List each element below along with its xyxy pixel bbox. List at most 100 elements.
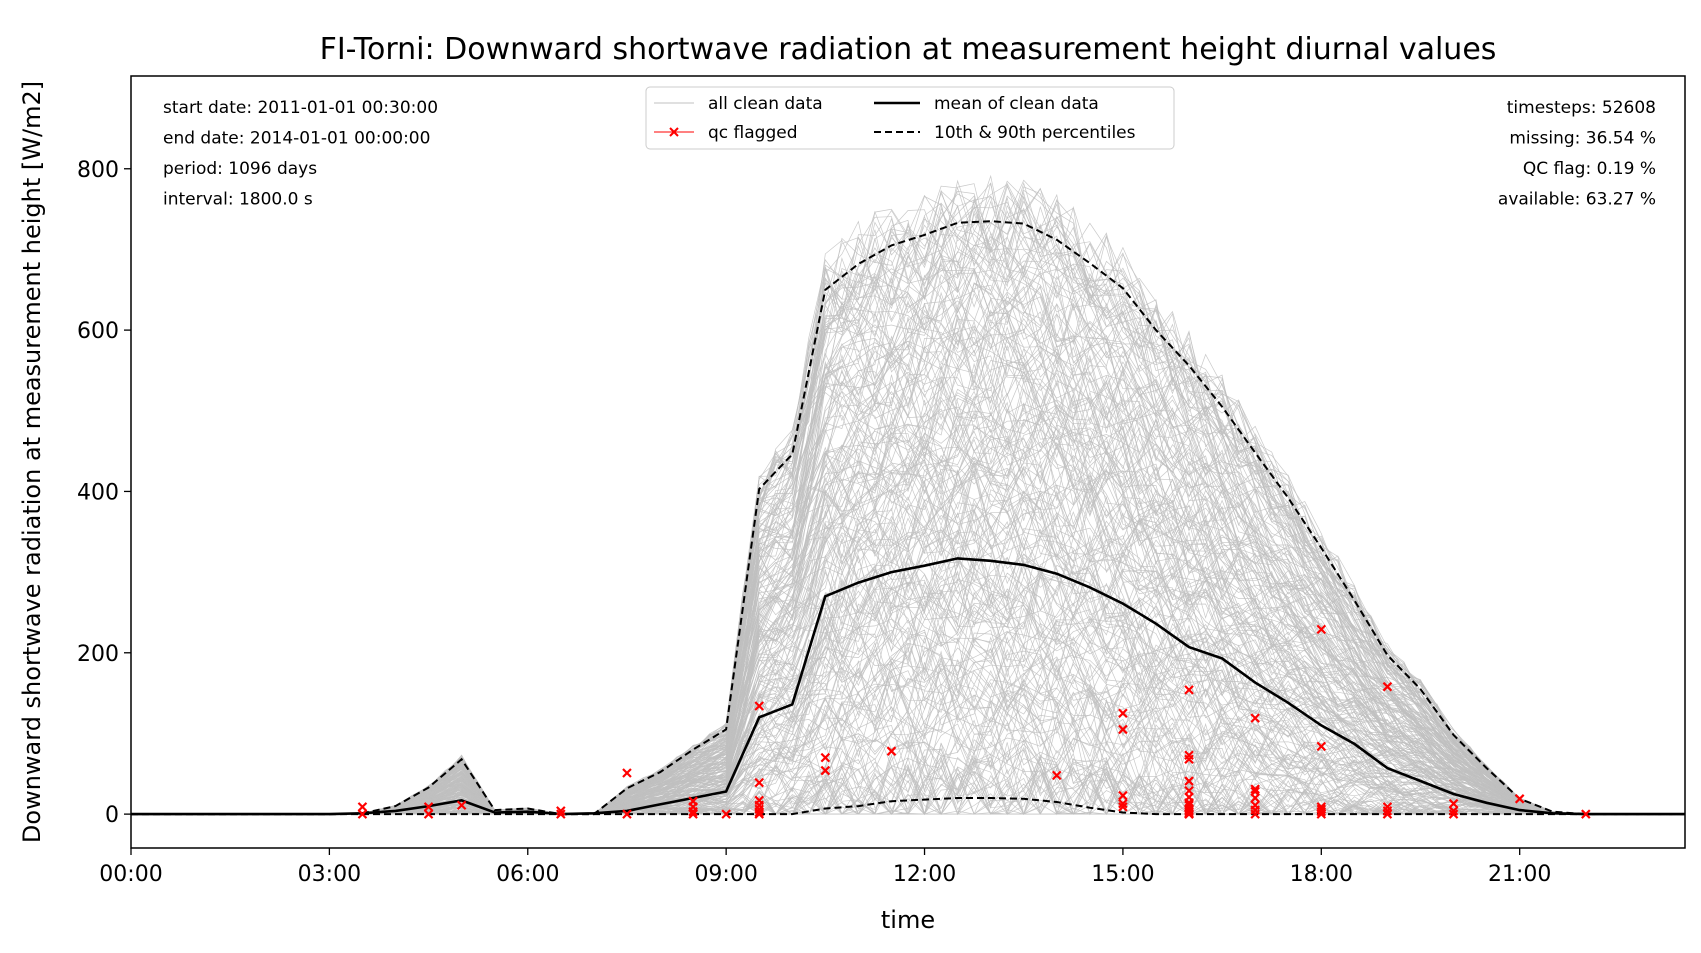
qc-marker	[1184, 685, 1194, 695]
qc-marker	[688, 806, 698, 817]
qc-marker	[688, 809, 698, 819]
qc-marker	[1118, 790, 1128, 801]
x-tick-label: 00:00	[99, 862, 162, 887]
qc-marker	[357, 809, 368, 819]
qc-marker	[754, 701, 764, 711]
legend-label-mean: mean of clean data	[934, 94, 1099, 114]
qc-marker	[556, 809, 566, 819]
x-tick-label: 21:00	[1488, 862, 1551, 887]
series-lines	[131, 220, 1685, 816]
qc-marker	[1382, 809, 1393, 819]
clean-data-line	[131, 182, 1685, 815]
info-right: timesteps: 52608 missing: 36.54 % QC flag:…	[1498, 98, 1656, 210]
mean-line	[131, 557, 1685, 816]
qc-marker	[1514, 794, 1525, 804]
qc-marker	[1184, 776, 1194, 786]
clean-data-line	[131, 182, 1685, 815]
clean-data-line	[131, 303, 1685, 815]
qc-marker	[1250, 713, 1260, 723]
percentile-90-line	[131, 220, 1685, 816]
qc-marker	[886, 746, 897, 756]
y-tick-label: 600	[77, 319, 119, 344]
qc-marker	[1316, 741, 1327, 752]
qc-marker	[754, 809, 764, 819]
y-tick-label: 0	[105, 803, 119, 828]
x-tick-label: 09:00	[694, 862, 757, 887]
qc-marker	[1581, 809, 1591, 819]
clean-data-line	[131, 181, 1685, 815]
qc-marker	[1382, 806, 1393, 816]
qc-marker	[1448, 809, 1459, 819]
qc-marker	[1382, 681, 1393, 692]
y-tick-label: 800	[77, 158, 119, 183]
plot-frame	[130, 75, 1686, 849]
clean-data-line	[131, 213, 1685, 815]
clean-data-line	[131, 174, 1685, 815]
x-tick-label: 06:00	[496, 862, 559, 887]
clean-data-lines	[131, 174, 1685, 816]
qc-marker	[1250, 784, 1260, 794]
clean-data-line	[131, 410, 1685, 815]
info-left: start date: 2011-01-01 00:30:00 end date:…	[163, 98, 438, 210]
qc-marker	[622, 809, 632, 819]
qc-marker	[622, 768, 632, 778]
percentile-10-line	[131, 797, 1685, 816]
qc-marker	[1316, 809, 1327, 819]
legend-label-qc: qc flagged	[708, 123, 798, 143]
qc-marker	[1118, 802, 1128, 812]
clean-data-line	[131, 258, 1685, 815]
x-tick-label: 12:00	[893, 862, 956, 887]
info-right-line: timesteps: 52608	[1507, 98, 1656, 118]
legend-label-percentiles: 10th & 90th percentiles	[934, 123, 1136, 143]
qc-marker	[1184, 754, 1194, 765]
x-axis-label: time	[881, 906, 935, 934]
info-left-line: start date: 2011-01-01 00:30:00	[163, 98, 438, 118]
clean-data-line	[131, 258, 1685, 815]
qc-marker	[754, 777, 764, 788]
x-tick-label: 15:00	[1091, 862, 1154, 887]
qc-marker	[1118, 724, 1128, 735]
qc-marker	[423, 802, 434, 812]
legend-label-clean: all clean data	[708, 94, 823, 114]
qc-marker	[1448, 798, 1459, 809]
qc-marker	[1316, 806, 1327, 817]
y-axis-label: Downward shortwave radiation at measurem…	[18, 81, 46, 843]
clean-data-line	[131, 428, 1685, 815]
qc-marker	[820, 765, 831, 776]
clean-data-line	[131, 183, 1685, 815]
plot-area	[131, 174, 1685, 819]
clean-data-line	[131, 429, 1685, 815]
legend: all clean data qc flagged mean of clean …	[645, 86, 1175, 150]
qc-marker	[357, 802, 368, 812]
info-left-line: interval: 1800.0 s	[163, 190, 313, 210]
info-right-line: QC flag: 0.19 %	[1523, 159, 1656, 179]
clean-data-line	[131, 202, 1685, 815]
x-axis-ticks: 00:00 03:00 06:00 09:00 12:00 15:00 18:00 21:00	[99, 848, 1551, 887]
qc-marker	[1184, 809, 1194, 819]
qc-marker	[1052, 770, 1062, 781]
y-tick-label: 400	[77, 480, 119, 505]
qc-marker	[721, 809, 731, 819]
chart-title: FI-Torni: Downward shortwave radiation a…	[320, 32, 1497, 67]
clean-data-line	[131, 597, 1685, 815]
qc-marker	[1250, 793, 1260, 803]
qc-marker	[423, 809, 434, 819]
qc-marker	[1448, 806, 1459, 816]
qc-marker	[556, 806, 566, 816]
x-tick-label: 03:00	[298, 862, 361, 887]
qc-marker	[1316, 624, 1327, 635]
qc-marker	[456, 800, 467, 811]
info-left-line: period: 1096 days	[163, 159, 317, 179]
qc-marker	[1118, 708, 1128, 719]
info-right-line: missing: 36.54 %	[1509, 129, 1656, 149]
legend-swatch-qc-marker	[669, 127, 679, 137]
qc-flagged-markers	[357, 624, 1591, 819]
info-left-line: end date: 2014-01-01 00:00:00	[163, 129, 430, 149]
clean-data-line	[131, 182, 1685, 815]
y-axis-ticks: 0 200 400 600 800	[77, 158, 131, 828]
info-right-line: available: 63.27 %	[1498, 190, 1656, 210]
x-tick-label: 18:00	[1290, 862, 1353, 887]
y-tick-label: 200	[77, 642, 119, 667]
qc-marker	[1184, 806, 1194, 817]
